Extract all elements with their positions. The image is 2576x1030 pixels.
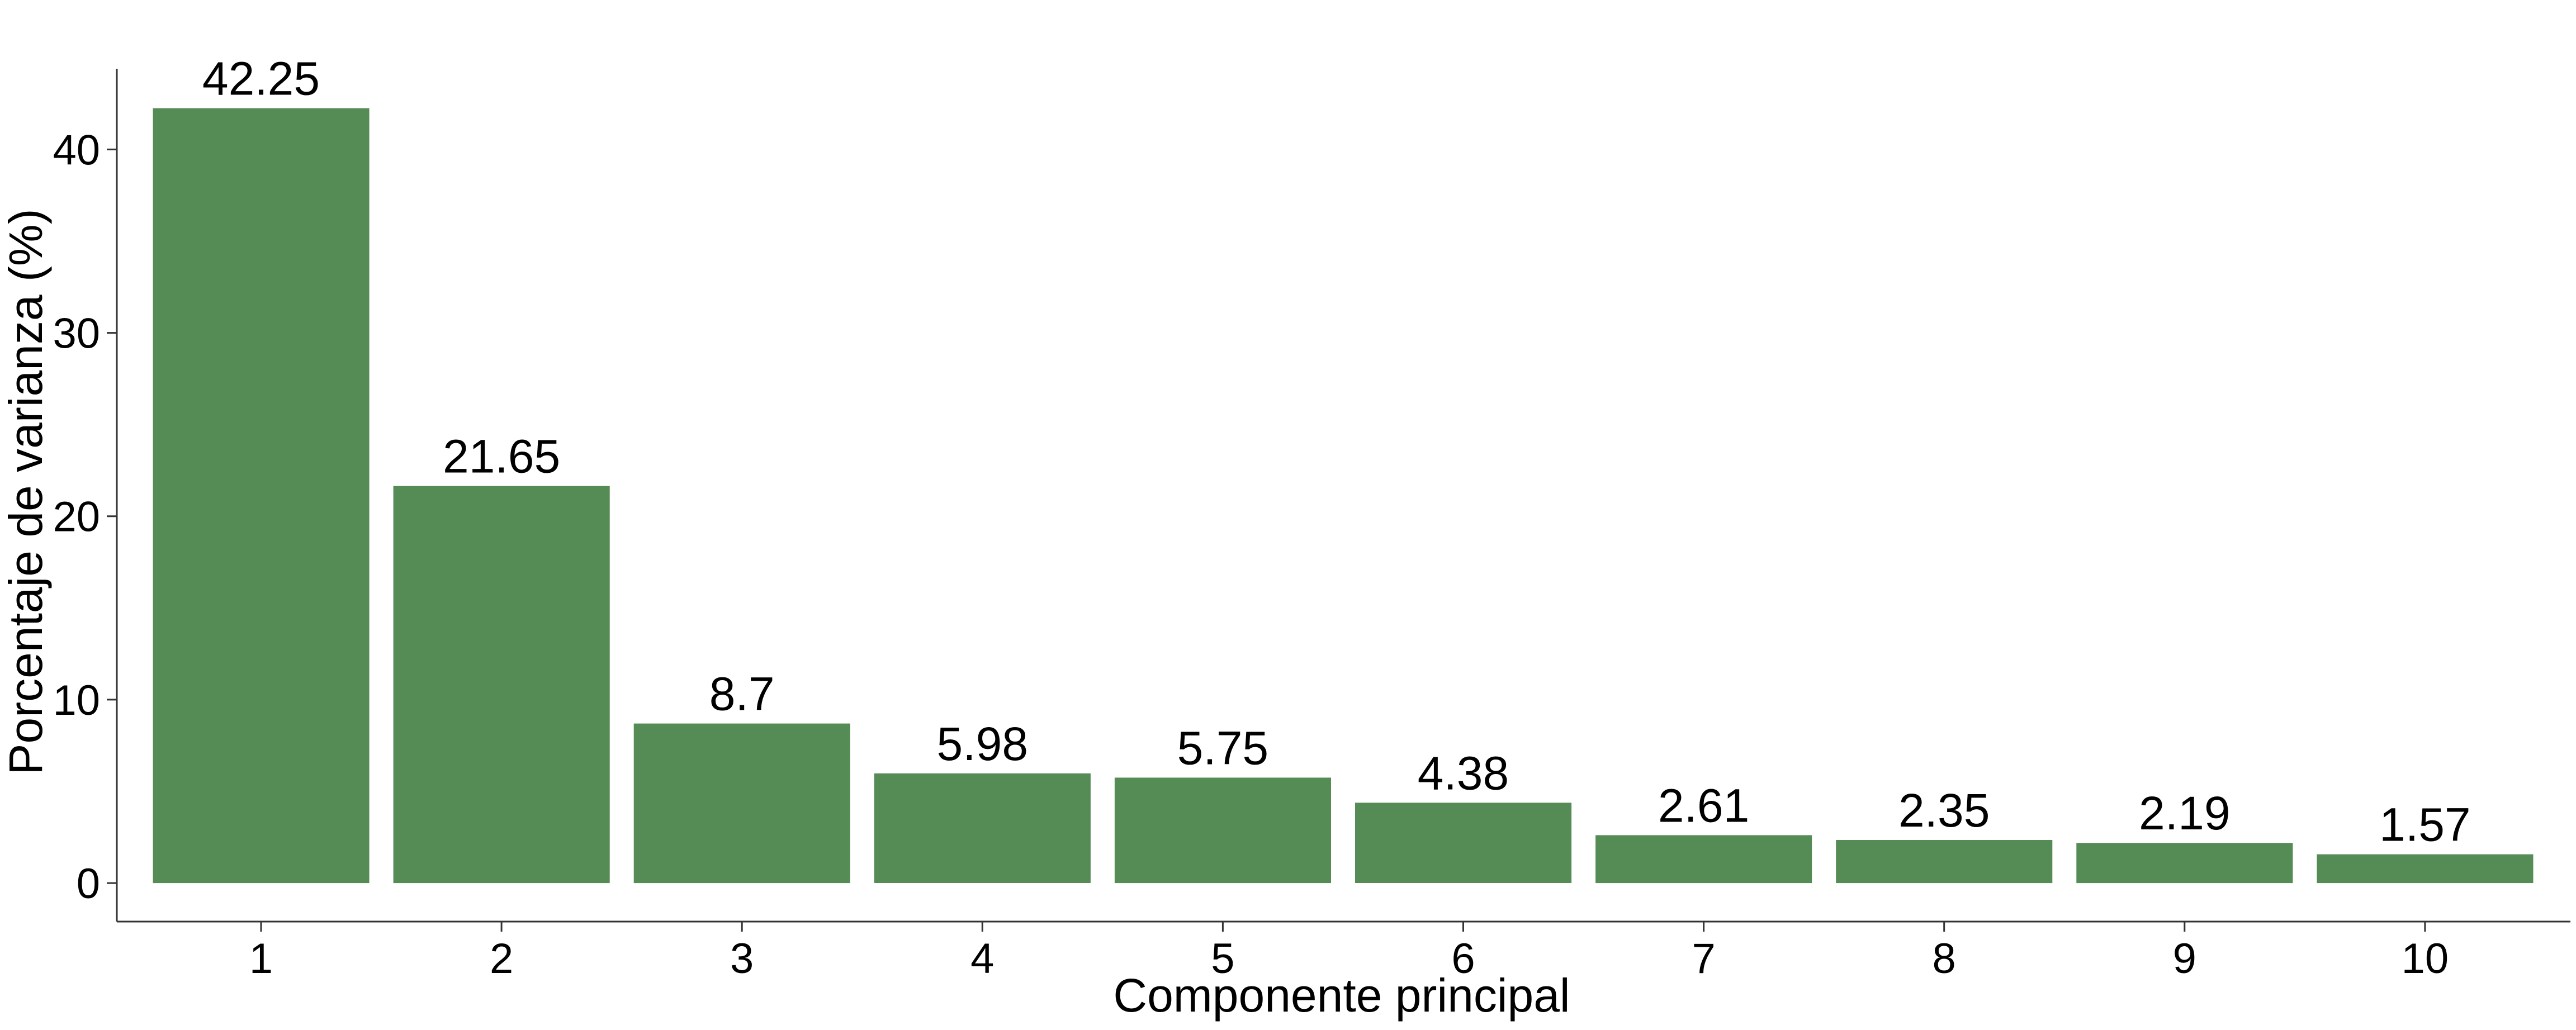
- bar-9: [2076, 843, 2293, 884]
- x-tick-label: 8: [1933, 935, 1956, 982]
- bar-2: [393, 486, 610, 884]
- bar-3: [633, 723, 850, 884]
- x-tick-label: 10: [2402, 935, 2449, 982]
- x-tick-label: 6: [1451, 935, 1475, 982]
- x-tick-label: 4: [970, 935, 994, 982]
- y-tick-label: 30: [53, 310, 100, 358]
- bar-value-label: 2.19: [2139, 787, 2231, 839]
- bar-labels-group: 42.25 21.65 8.7 5.98 5.75 4.38 2.61 2.35 2.19 1.5…: [202, 53, 2471, 851]
- x-tick-label: 7: [1692, 935, 1715, 982]
- y-tick-label: 40: [53, 126, 100, 174]
- bar-value-label: 21.65: [443, 430, 560, 483]
- bar-10: [2317, 854, 2534, 884]
- x-axis-title: Componente principal: [1113, 969, 1570, 1022]
- x-tick-label: 3: [730, 935, 754, 982]
- y-tick-label: 20: [53, 493, 100, 541]
- y-tick-label: 0: [77, 860, 100, 908]
- bar-value-label: 5.75: [1177, 722, 1269, 774]
- x-axis-ticks: 1 2 3 4 5 6 7 8 9 10: [249, 922, 2449, 982]
- x-tick-label: 1: [249, 935, 273, 982]
- x-tick-label: 5: [1211, 935, 1234, 982]
- bar-value-label: 8.7: [709, 668, 775, 720]
- bar-6: [1355, 803, 1572, 883]
- bar-7: [1595, 835, 1812, 884]
- bar-value-label: 42.25: [202, 53, 320, 105]
- y-axis-ticks: 0 10 20 30 40: [53, 126, 117, 908]
- bar-8: [1836, 840, 2053, 884]
- bar-value-label: 4.38: [1418, 747, 1509, 799]
- bar-value-label: 1.57: [2379, 799, 2471, 851]
- bar-value-label: 2.35: [1898, 784, 1990, 837]
- x-tick-label: 2: [490, 935, 513, 982]
- bars-group: [153, 108, 2534, 884]
- y-tick-label: 10: [53, 677, 100, 724]
- bar-5: [1114, 777, 1331, 884]
- bar-value-label: 2.61: [1658, 779, 1750, 832]
- bar-4: [874, 773, 1091, 883]
- bar-value-label: 5.98: [937, 718, 1029, 770]
- x-tick-label: 9: [2173, 935, 2196, 982]
- y-axis-title: Porcentaje de varianza (%): [0, 208, 52, 775]
- bar-1: [153, 108, 370, 884]
